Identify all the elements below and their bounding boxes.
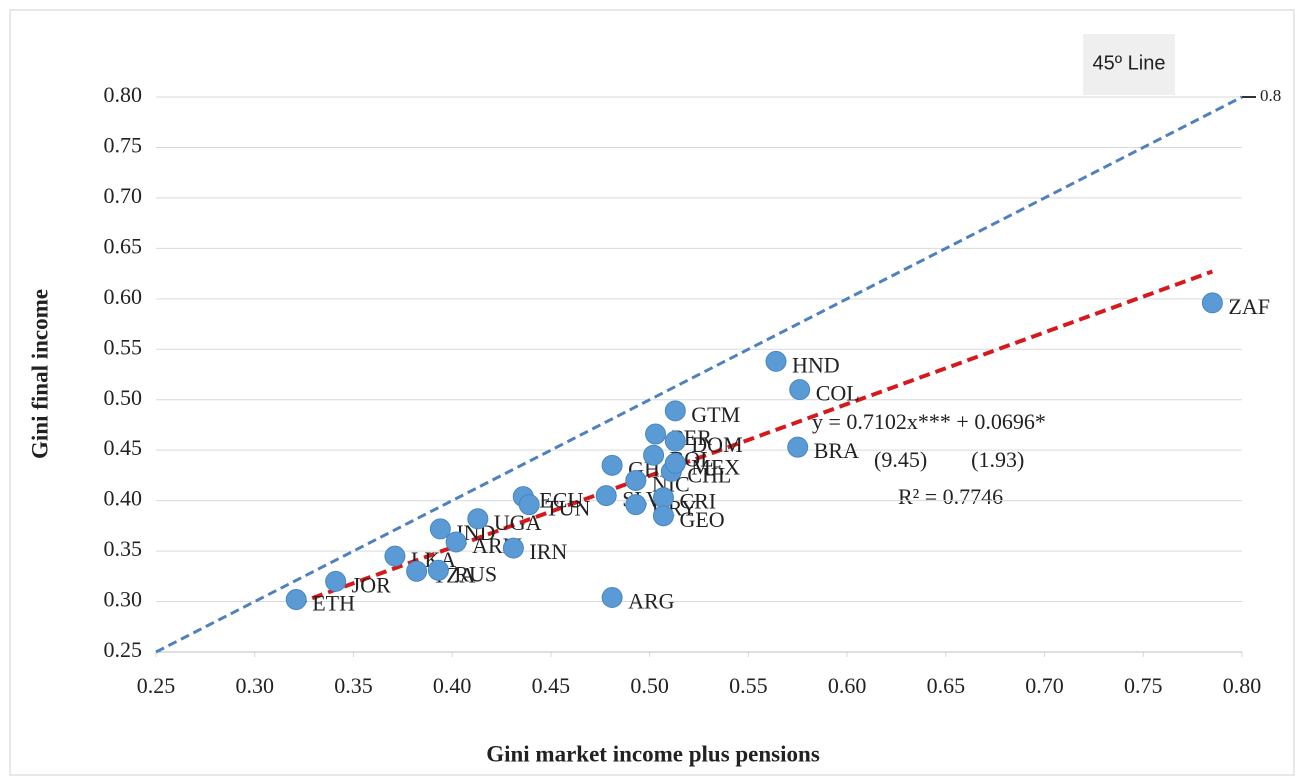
x-tick-label: 0.80 xyxy=(1223,673,1262,698)
point-label: ETH xyxy=(312,591,355,616)
legend-box xyxy=(1083,34,1175,95)
point-label: BRA xyxy=(814,438,859,463)
point-label: GEO xyxy=(679,507,724,532)
x-tick-label: 0.45 xyxy=(532,673,571,698)
y-tick-label: 0.30 xyxy=(104,587,143,612)
point xyxy=(601,587,623,609)
point-label: MEX xyxy=(691,454,740,479)
point xyxy=(664,452,686,474)
y-tick-label: 0.50 xyxy=(104,385,143,410)
y-tick-label: 0.45 xyxy=(104,435,143,460)
point-label: ARG xyxy=(628,589,675,614)
point-label: TUN xyxy=(545,496,590,521)
point-label: DOM xyxy=(691,432,742,457)
reference-line-end-label: 0.8 xyxy=(1260,86,1281,105)
point-label: CHL xyxy=(687,462,731,487)
point xyxy=(601,454,623,476)
point xyxy=(445,531,467,553)
point-label: ECU xyxy=(539,488,583,513)
y-tick-label: 0.40 xyxy=(104,486,143,511)
point xyxy=(789,379,811,401)
point-label: GTM xyxy=(691,402,740,427)
x-tick-label: 0.30 xyxy=(235,673,274,698)
y-tick-label: 0.35 xyxy=(104,536,143,561)
point xyxy=(664,430,686,452)
point xyxy=(645,423,667,445)
y-tick-label: 0.70 xyxy=(104,183,143,208)
point-label: RUS xyxy=(454,561,497,586)
point xyxy=(285,589,307,611)
x-tick-label: 0.55 xyxy=(729,673,768,698)
y-tick-label: 0.55 xyxy=(104,334,143,359)
point xyxy=(429,518,451,540)
x-tick-label: 0.60 xyxy=(828,673,867,698)
x-axis-title: Gini market income plus pensions xyxy=(486,741,820,766)
point xyxy=(427,559,449,581)
point-label: HND xyxy=(792,352,840,377)
point xyxy=(518,494,540,516)
y-tick-label: 0.60 xyxy=(104,284,143,309)
trend-r-squared: R² = 0.7746 xyxy=(898,484,1003,509)
y-tick-label: 0.80 xyxy=(104,82,143,107)
point-label: JOR xyxy=(352,572,391,597)
point-label: CRI xyxy=(679,489,716,514)
point xyxy=(652,487,674,509)
x-tick-label: 0.75 xyxy=(1124,673,1163,698)
x-tick-label: 0.25 xyxy=(137,673,176,698)
point xyxy=(595,485,617,507)
point xyxy=(384,545,406,567)
x-tick-label: 0.70 xyxy=(1025,673,1064,698)
point xyxy=(643,444,665,466)
x-tick-label: 0.50 xyxy=(630,673,669,698)
x-tick-label: 0.65 xyxy=(927,673,966,698)
point-label: ZAF xyxy=(1228,294,1270,319)
point-label: COL xyxy=(816,381,860,406)
y-tick-label: 0.75 xyxy=(104,133,143,158)
reference-line-name: 45º Line xyxy=(1093,52,1166,74)
point xyxy=(664,400,686,422)
point xyxy=(625,494,647,516)
point xyxy=(406,560,428,582)
x-tick-label: 0.40 xyxy=(433,673,472,698)
point xyxy=(325,570,347,592)
point xyxy=(502,537,524,559)
point xyxy=(787,436,809,458)
point xyxy=(1201,292,1223,314)
x-tick-label: 0.35 xyxy=(334,673,373,698)
point-label: IRN xyxy=(529,539,567,564)
reference-line xyxy=(155,95,1243,654)
point xyxy=(467,508,489,530)
y-tick-label: 0.65 xyxy=(104,233,143,258)
point xyxy=(652,505,674,527)
y-axis-title: Gini final income xyxy=(27,289,52,459)
point xyxy=(625,469,647,491)
point xyxy=(765,350,787,372)
trend-t-stats: (9.45) (1.93) xyxy=(874,447,1024,472)
trend-equation: y = 0.7102x*** + 0.0696* xyxy=(812,409,1046,434)
y-tick-label: 0.25 xyxy=(104,637,143,662)
chart-border xyxy=(9,9,1295,776)
